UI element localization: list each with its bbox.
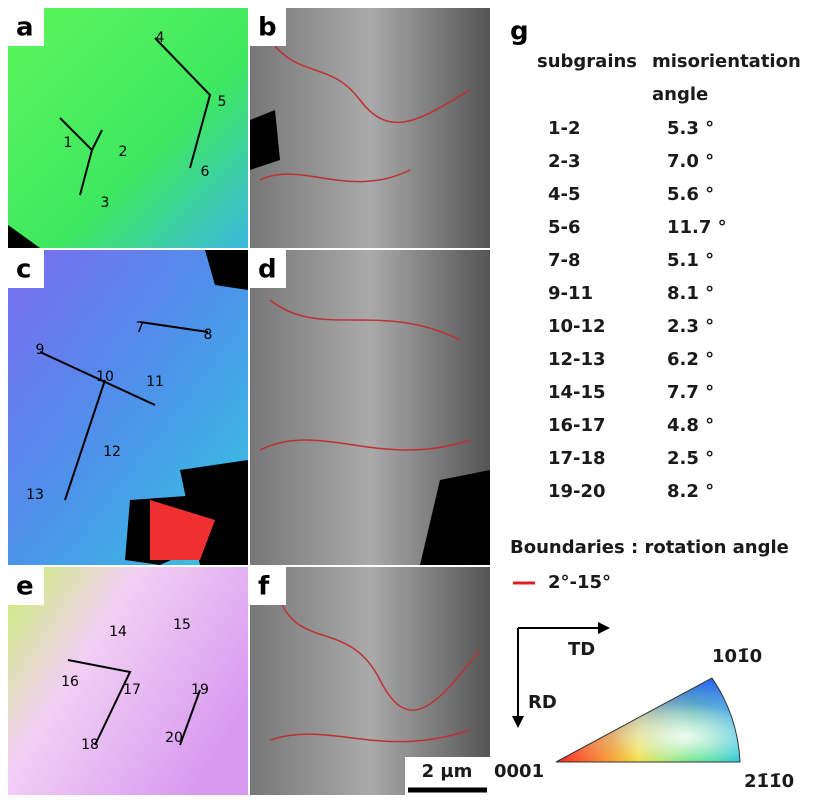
- axis-label: TD: [568, 639, 595, 660]
- subgrain-number: 15: [173, 617, 191, 633]
- table-cell: 5-6: [548, 217, 581, 238]
- table-cell: 7.7 °: [667, 382, 714, 403]
- arrow-head: [512, 622, 610, 728]
- table-header: angle: [652, 84, 708, 105]
- table-cell: 10-12: [548, 316, 606, 337]
- subgrain-number: 10: [96, 369, 114, 385]
- table-cell: 14-15: [548, 382, 606, 403]
- table-cell: 2.3 °: [667, 316, 714, 337]
- subgrain-number: 12: [103, 444, 121, 460]
- triangle-label: 101̄0: [712, 646, 762, 667]
- table-cell: 4.8 °: [667, 415, 714, 436]
- legend-entry: 2°-15°: [548, 572, 611, 593]
- table-cell: 2.5 °: [667, 448, 714, 469]
- subgrain-number: 1: [64, 135, 73, 151]
- subgrain-number: 9: [36, 342, 45, 358]
- subgrain-number: 6: [201, 164, 210, 180]
- table-cell: 12-13: [548, 349, 606, 370]
- panel-label: b: [258, 13, 277, 43]
- subgrain-number: 16: [61, 674, 79, 690]
- table-cell: 7-8: [548, 250, 581, 271]
- subgrain-number: 2: [119, 144, 128, 160]
- subgrain-number: 11: [146, 374, 164, 390]
- table-cell: 16-17: [548, 415, 606, 436]
- subgrain-number: 4: [156, 30, 165, 46]
- legend-title: Boundaries : rotation angle: [510, 537, 789, 558]
- table-cell: 8.1 °: [667, 283, 714, 304]
- table-header: subgrains: [537, 51, 637, 72]
- subgrain-number: 8: [204, 327, 213, 343]
- subgrain-number: 18: [81, 737, 99, 753]
- table-cell: 19-20: [548, 481, 606, 502]
- ipf-triangle-light: [556, 678, 740, 762]
- panel-label: g: [510, 17, 529, 47]
- table: subgrains misorientation angle 1-2 5.3 ° 2-3 7…: [537, 51, 801, 502]
- table-cell: 6.2 °: [667, 349, 714, 370]
- triangle-label: 0001: [494, 761, 544, 782]
- subgrain-number: 7: [136, 320, 145, 336]
- subgrain-number: 3: [101, 195, 110, 211]
- panel-label: c: [16, 255, 31, 285]
- panel-label: d: [258, 255, 277, 285]
- panel-label: a: [16, 13, 34, 43]
- table-cell: 8.2 °: [667, 481, 714, 502]
- subgrain-number: 14: [109, 624, 127, 640]
- maps: [8, 8, 490, 795]
- subgrain-number: 17: [123, 682, 141, 698]
- table-cell: 5.6 °: [667, 184, 714, 205]
- subgrain-number: 5: [218, 94, 227, 110]
- table-cell: 5.1 °: [667, 250, 714, 271]
- table-cell: 1-2: [548, 118, 581, 139]
- scale-label: 2 µm: [422, 761, 473, 782]
- subgrain-number: 19: [191, 682, 209, 698]
- table-cell: 11.7 °: [667, 217, 727, 238]
- panel-label: e: [16, 572, 34, 602]
- table-cell: 17-18: [548, 448, 606, 469]
- table-cell: 7.0 °: [667, 151, 714, 172]
- triangle-label: 21̄1̄0: [744, 771, 794, 792]
- table-cell: 4-5: [548, 184, 581, 205]
- subgrain-number: 20: [165, 730, 183, 746]
- table-cell: 2-3: [548, 151, 581, 172]
- table-cell: 5.3 °: [667, 118, 714, 139]
- axis-label: RD: [528, 692, 557, 713]
- table-header: misorientation: [652, 51, 801, 72]
- panel-label: f: [258, 572, 270, 602]
- figure: abcdef 1234567891011121314151617181920 g…: [0, 0, 833, 803]
- subgrain-number: 13: [26, 487, 44, 503]
- table-cell: 9-11: [548, 283, 593, 304]
